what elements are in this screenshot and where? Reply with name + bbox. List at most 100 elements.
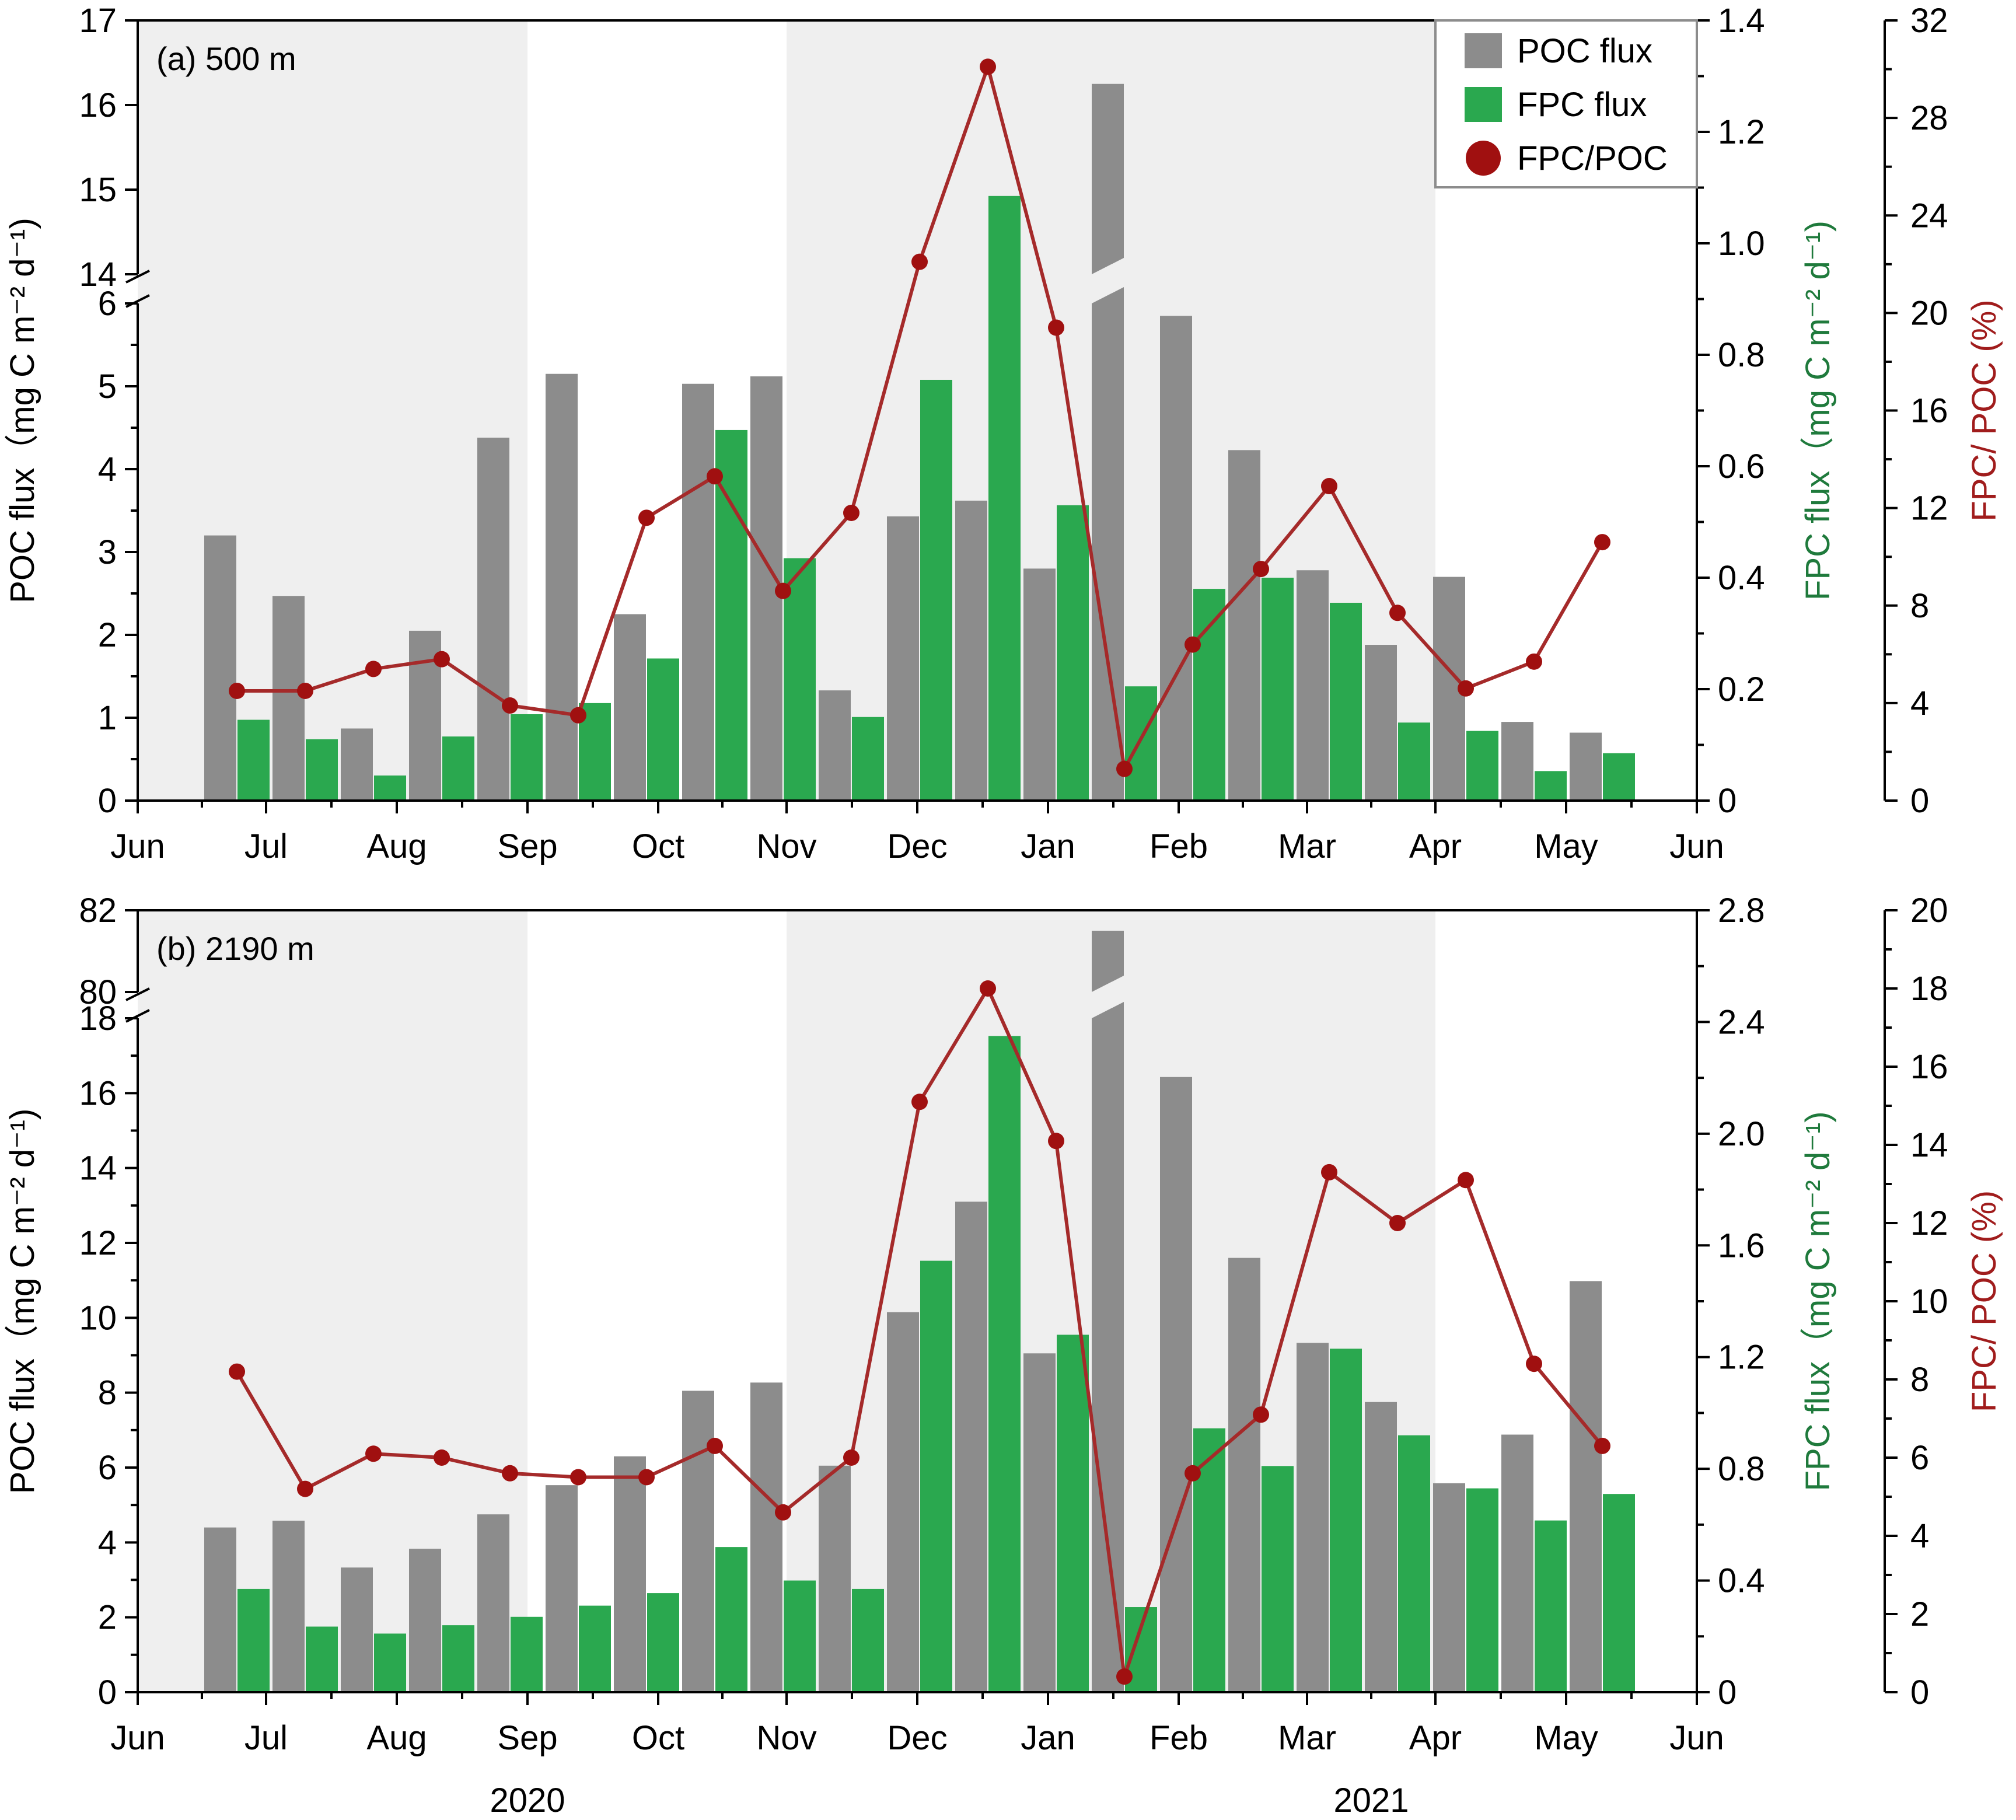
fpc-poc-point bbox=[1116, 760, 1133, 777]
fpc-bar bbox=[1262, 578, 1294, 801]
fpc-poc-point bbox=[911, 1094, 928, 1110]
y3-tick-label: 18 bbox=[1910, 970, 1948, 1008]
x-tick-label: Nov bbox=[756, 827, 816, 865]
fpc-poc-point bbox=[980, 980, 996, 997]
legend-label: FPC flux bbox=[1517, 86, 1647, 124]
fpc-bar bbox=[920, 1260, 952, 1692]
y3-tick-label: 20 bbox=[1910, 892, 1948, 930]
fpc-poc-point bbox=[1116, 1668, 1133, 1685]
fpc-bar bbox=[374, 775, 406, 801]
fpc-poc-point bbox=[1594, 1437, 1610, 1454]
x-tick-label: Mar bbox=[1278, 1719, 1336, 1757]
legend-swatch bbox=[1465, 33, 1502, 68]
x-tick-label: Jun bbox=[110, 1719, 165, 1757]
poc-bar bbox=[546, 373, 578, 801]
fpc-poc-point bbox=[843, 1449, 859, 1466]
y-tick-label: 12 bbox=[79, 1224, 117, 1262]
y-tick-label: 0 bbox=[98, 1674, 117, 1711]
left-axis-title: POC flux（mg C m⁻² d⁻¹) bbox=[4, 1109, 41, 1494]
fpc-poc-point bbox=[1185, 636, 1201, 653]
fpc-poc-point bbox=[297, 1480, 313, 1497]
poc-bar bbox=[1433, 1483, 1465, 1692]
y3-tick-label: 20 bbox=[1910, 294, 1948, 332]
y3-tick-label: 8 bbox=[1910, 1361, 1929, 1399]
y3-tick-label: 32 bbox=[1910, 2, 1948, 40]
fpc-bar bbox=[237, 1588, 270, 1692]
y3-tick-label: 12 bbox=[1910, 1204, 1948, 1242]
poc-bar bbox=[682, 383, 714, 801]
y3-tick-label: 0 bbox=[1910, 1674, 1929, 1711]
fpc-axis-title: FPC flux（mg C m⁻² d⁻¹) bbox=[1799, 1112, 1837, 1491]
y2-tick-label: 2.4 bbox=[1718, 1003, 1765, 1041]
year-label: 2020 bbox=[490, 1781, 565, 1819]
y2-tick-label: 1.2 bbox=[1718, 113, 1765, 151]
y3-tick-label: 14 bbox=[1910, 1126, 1948, 1164]
poc-bar bbox=[1570, 732, 1602, 801]
fpc-poc-point bbox=[1253, 1406, 1269, 1423]
y-tick-label: 16 bbox=[79, 86, 117, 124]
fpc-bar bbox=[579, 1605, 611, 1692]
fpc-poc-point bbox=[1458, 1172, 1474, 1189]
fpc-bar bbox=[647, 1593, 679, 1692]
fpc-poc-point bbox=[707, 468, 723, 485]
x-tick-label: Apr bbox=[1409, 1719, 1462, 1757]
poc-bar bbox=[614, 1456, 646, 1692]
poc-bar bbox=[1501, 1434, 1533, 1692]
x-tick-label: Dec bbox=[887, 827, 947, 865]
x-tick-label: Jun bbox=[110, 827, 165, 865]
fpc-bar bbox=[784, 558, 816, 801]
fpc-bar bbox=[1535, 1520, 1567, 1692]
fpc-bar bbox=[1330, 602, 1362, 801]
y3-tick-label: 12 bbox=[1910, 490, 1948, 528]
x-tick-label: May bbox=[1534, 827, 1598, 865]
y3-tick-label: 4 bbox=[1910, 684, 1929, 722]
poc-bar bbox=[887, 516, 919, 801]
left-axis-title: POC flux（mg C m⁻² d⁻¹) bbox=[4, 218, 41, 603]
y2-tick-label: 0.6 bbox=[1718, 448, 1765, 485]
y-tick-label: 82 bbox=[79, 892, 117, 930]
fpc-poc-point bbox=[1321, 1164, 1337, 1180]
fpc-bar bbox=[1193, 589, 1225, 801]
poc-bar bbox=[1092, 1002, 1124, 1692]
fpc-bar bbox=[306, 739, 338, 801]
poc-bar bbox=[1365, 645, 1397, 801]
y3-tick-label: 4 bbox=[1910, 1517, 1929, 1555]
y-tick-label: 0 bbox=[98, 782, 117, 820]
x-tick-label: Sep bbox=[497, 1719, 557, 1757]
poc-bar bbox=[750, 1382, 782, 1692]
axis-break-mark bbox=[125, 294, 150, 308]
fpc-bar bbox=[442, 736, 474, 801]
fpc-poc-point bbox=[1526, 1356, 1542, 1372]
poc-bar bbox=[546, 1485, 578, 1692]
poc-bar bbox=[477, 438, 509, 801]
poc-bar bbox=[955, 1201, 987, 1692]
fpc-bar bbox=[1125, 686, 1157, 801]
y3-tick-label: 10 bbox=[1910, 1283, 1948, 1321]
fpc-poc-point bbox=[1185, 1465, 1201, 1482]
poc-bar bbox=[1297, 570, 1329, 801]
fpc-poc-point bbox=[707, 1437, 723, 1454]
y-tick-label: 14 bbox=[79, 1150, 117, 1187]
fpc-bar bbox=[511, 1616, 543, 1692]
poc-bar bbox=[341, 1567, 373, 1692]
fpc-bar bbox=[715, 429, 747, 801]
y2-tick-label: 1.0 bbox=[1718, 225, 1765, 263]
fpc-poc-point bbox=[1048, 1133, 1064, 1150]
y3-tick-label: 6 bbox=[1910, 1439, 1929, 1477]
y-tick-label: 5 bbox=[98, 368, 117, 406]
x-tick-label: Jul bbox=[244, 1719, 288, 1757]
fpc-bar bbox=[1466, 1488, 1498, 1692]
axis-break-mark bbox=[125, 987, 150, 1001]
fpc-bar bbox=[1262, 1466, 1294, 1692]
fpc-poc-point bbox=[1389, 1215, 1406, 1231]
fpc-bar bbox=[1603, 753, 1635, 801]
y-tick-label: 80 bbox=[79, 973, 117, 1011]
year-label: 2021 bbox=[1333, 1781, 1409, 1819]
fpc-poc-point bbox=[1594, 534, 1610, 551]
x-tick-label: Jun bbox=[1669, 827, 1724, 865]
legend-label: FPC/POC bbox=[1517, 139, 1668, 177]
fpc-poc-point bbox=[775, 582, 791, 599]
x-tick-label: Oct bbox=[632, 827, 684, 865]
fpc-bar bbox=[1603, 1494, 1635, 1692]
